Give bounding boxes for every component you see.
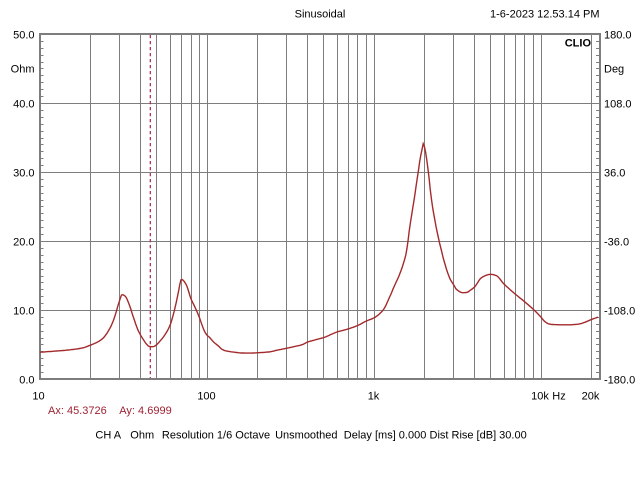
svg-text:20.0: 20.0 [13, 237, 34, 249]
svg-text:Sinusoidal: Sinusoidal [295, 9, 346, 21]
svg-text:Ohm: Ohm [11, 64, 35, 76]
svg-text:Ax: 45.3726: Ax: 45.3726 [48, 405, 107, 417]
svg-text:-108.0: -108.0 [604, 306, 635, 318]
svg-text:Ay: 4.6999: Ay: 4.6999 [119, 405, 171, 417]
svg-text:10k: 10k [531, 391, 549, 403]
svg-text:180.0: 180.0 [604, 30, 632, 42]
svg-text:CLIO: CLIO [565, 38, 592, 50]
svg-text:40.0: 40.0 [13, 99, 34, 111]
svg-text:Hz: Hz [552, 391, 565, 403]
svg-text:36.0: 36.0 [604, 168, 625, 180]
svg-text:108.0: 108.0 [604, 99, 632, 111]
svg-text:10: 10 [32, 391, 44, 403]
svg-text:Dist Rise [dB] 30.00: Dist Rise [dB] 30.00 [430, 430, 527, 442]
svg-text:-180.0: -180.0 [604, 375, 635, 387]
svg-text:CH A: CH A [95, 430, 121, 442]
svg-text:Resolution 1/6 Octave: Resolution 1/6 Octave [162, 430, 270, 442]
svg-text:50.0: 50.0 [13, 30, 34, 42]
svg-text:100: 100 [197, 391, 215, 403]
svg-text:1k: 1k [368, 391, 380, 403]
svg-text:30.0: 30.0 [13, 168, 34, 180]
svg-text:20k: 20k [582, 391, 600, 403]
svg-text:1-6-2023 12.53.14 PM: 1-6-2023 12.53.14 PM [490, 9, 599, 21]
svg-text:-36.0: -36.0 [604, 237, 629, 249]
svg-text:Delay [ms] 0.000: Delay [ms] 0.000 [344, 430, 427, 442]
svg-text:Unsmoothed: Unsmoothed [275, 430, 337, 442]
svg-text:Ohm: Ohm [130, 430, 154, 442]
svg-text:10.0: 10.0 [13, 306, 34, 318]
svg-text:0.0: 0.0 [19, 375, 34, 387]
svg-text:Deg: Deg [604, 64, 624, 76]
